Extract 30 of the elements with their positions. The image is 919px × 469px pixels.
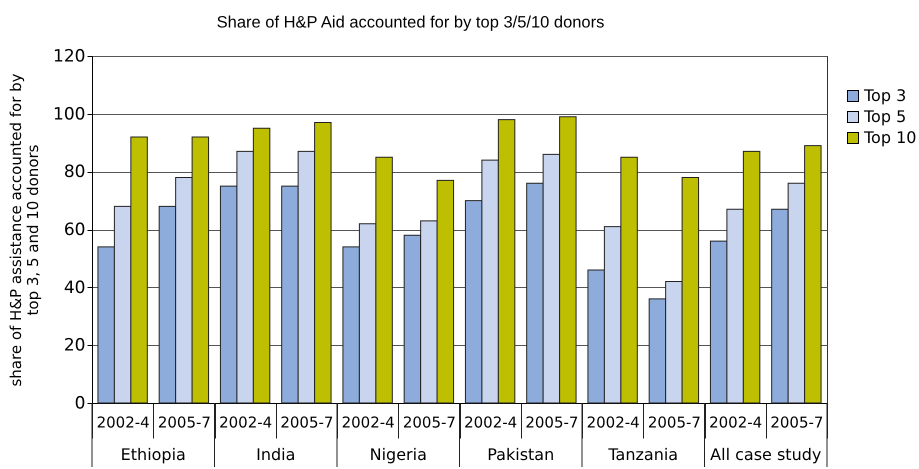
x-tick-label: 2005-7 bbox=[525, 414, 578, 432]
y-tick-label: 100 bbox=[53, 104, 86, 124]
x-tick-label: 2005-7 bbox=[280, 414, 334, 432]
text: Ethiopia bbox=[120, 445, 186, 464]
legend-label: Top 10 bbox=[863, 128, 916, 147]
text: Tanzania bbox=[607, 445, 678, 464]
x-tick-label: 2005-7 bbox=[158, 414, 211, 432]
x-tick-label: 2002-4 bbox=[464, 414, 518, 432]
legend-label: Top 5 bbox=[863, 107, 906, 126]
text: Pakistan bbox=[487, 445, 554, 464]
x-tick-label: 2005-7 bbox=[402, 414, 456, 432]
x-tick-label: 2002-4 bbox=[709, 414, 762, 432]
x-tick-label: 2002-4 bbox=[219, 414, 272, 432]
x-tick-label: 2002-4 bbox=[96, 414, 150, 432]
legend-label: Top 3 bbox=[863, 86, 906, 105]
y-tick-label: 120 bbox=[53, 46, 86, 66]
x-tick-label: 2002-4 bbox=[586, 414, 640, 432]
y-tick-label: 40 bbox=[64, 278, 86, 298]
chart-title: Share of H&P Aid accounted for by top 3/5/10 donors bbox=[216, 14, 604, 32]
x-tick-label: 2002-4 bbox=[342, 414, 395, 432]
text: Nigeria bbox=[370, 445, 427, 464]
y-tick-label: 0 bbox=[74, 394, 86, 414]
x-tick-label: 2005-7 bbox=[648, 414, 701, 432]
text: India bbox=[256, 445, 296, 464]
text: All case study bbox=[710, 445, 822, 464]
y-axis-title: share of H&P assistance accounted for by top 3, 5 and 10 donors bbox=[7, 73, 42, 387]
y-tick-label: 80 bbox=[64, 162, 86, 182]
x-tick-label: 2005-7 bbox=[770, 414, 824, 432]
y-tick-label: 60 bbox=[64, 220, 86, 240]
y-tick-label: 20 bbox=[64, 336, 86, 356]
